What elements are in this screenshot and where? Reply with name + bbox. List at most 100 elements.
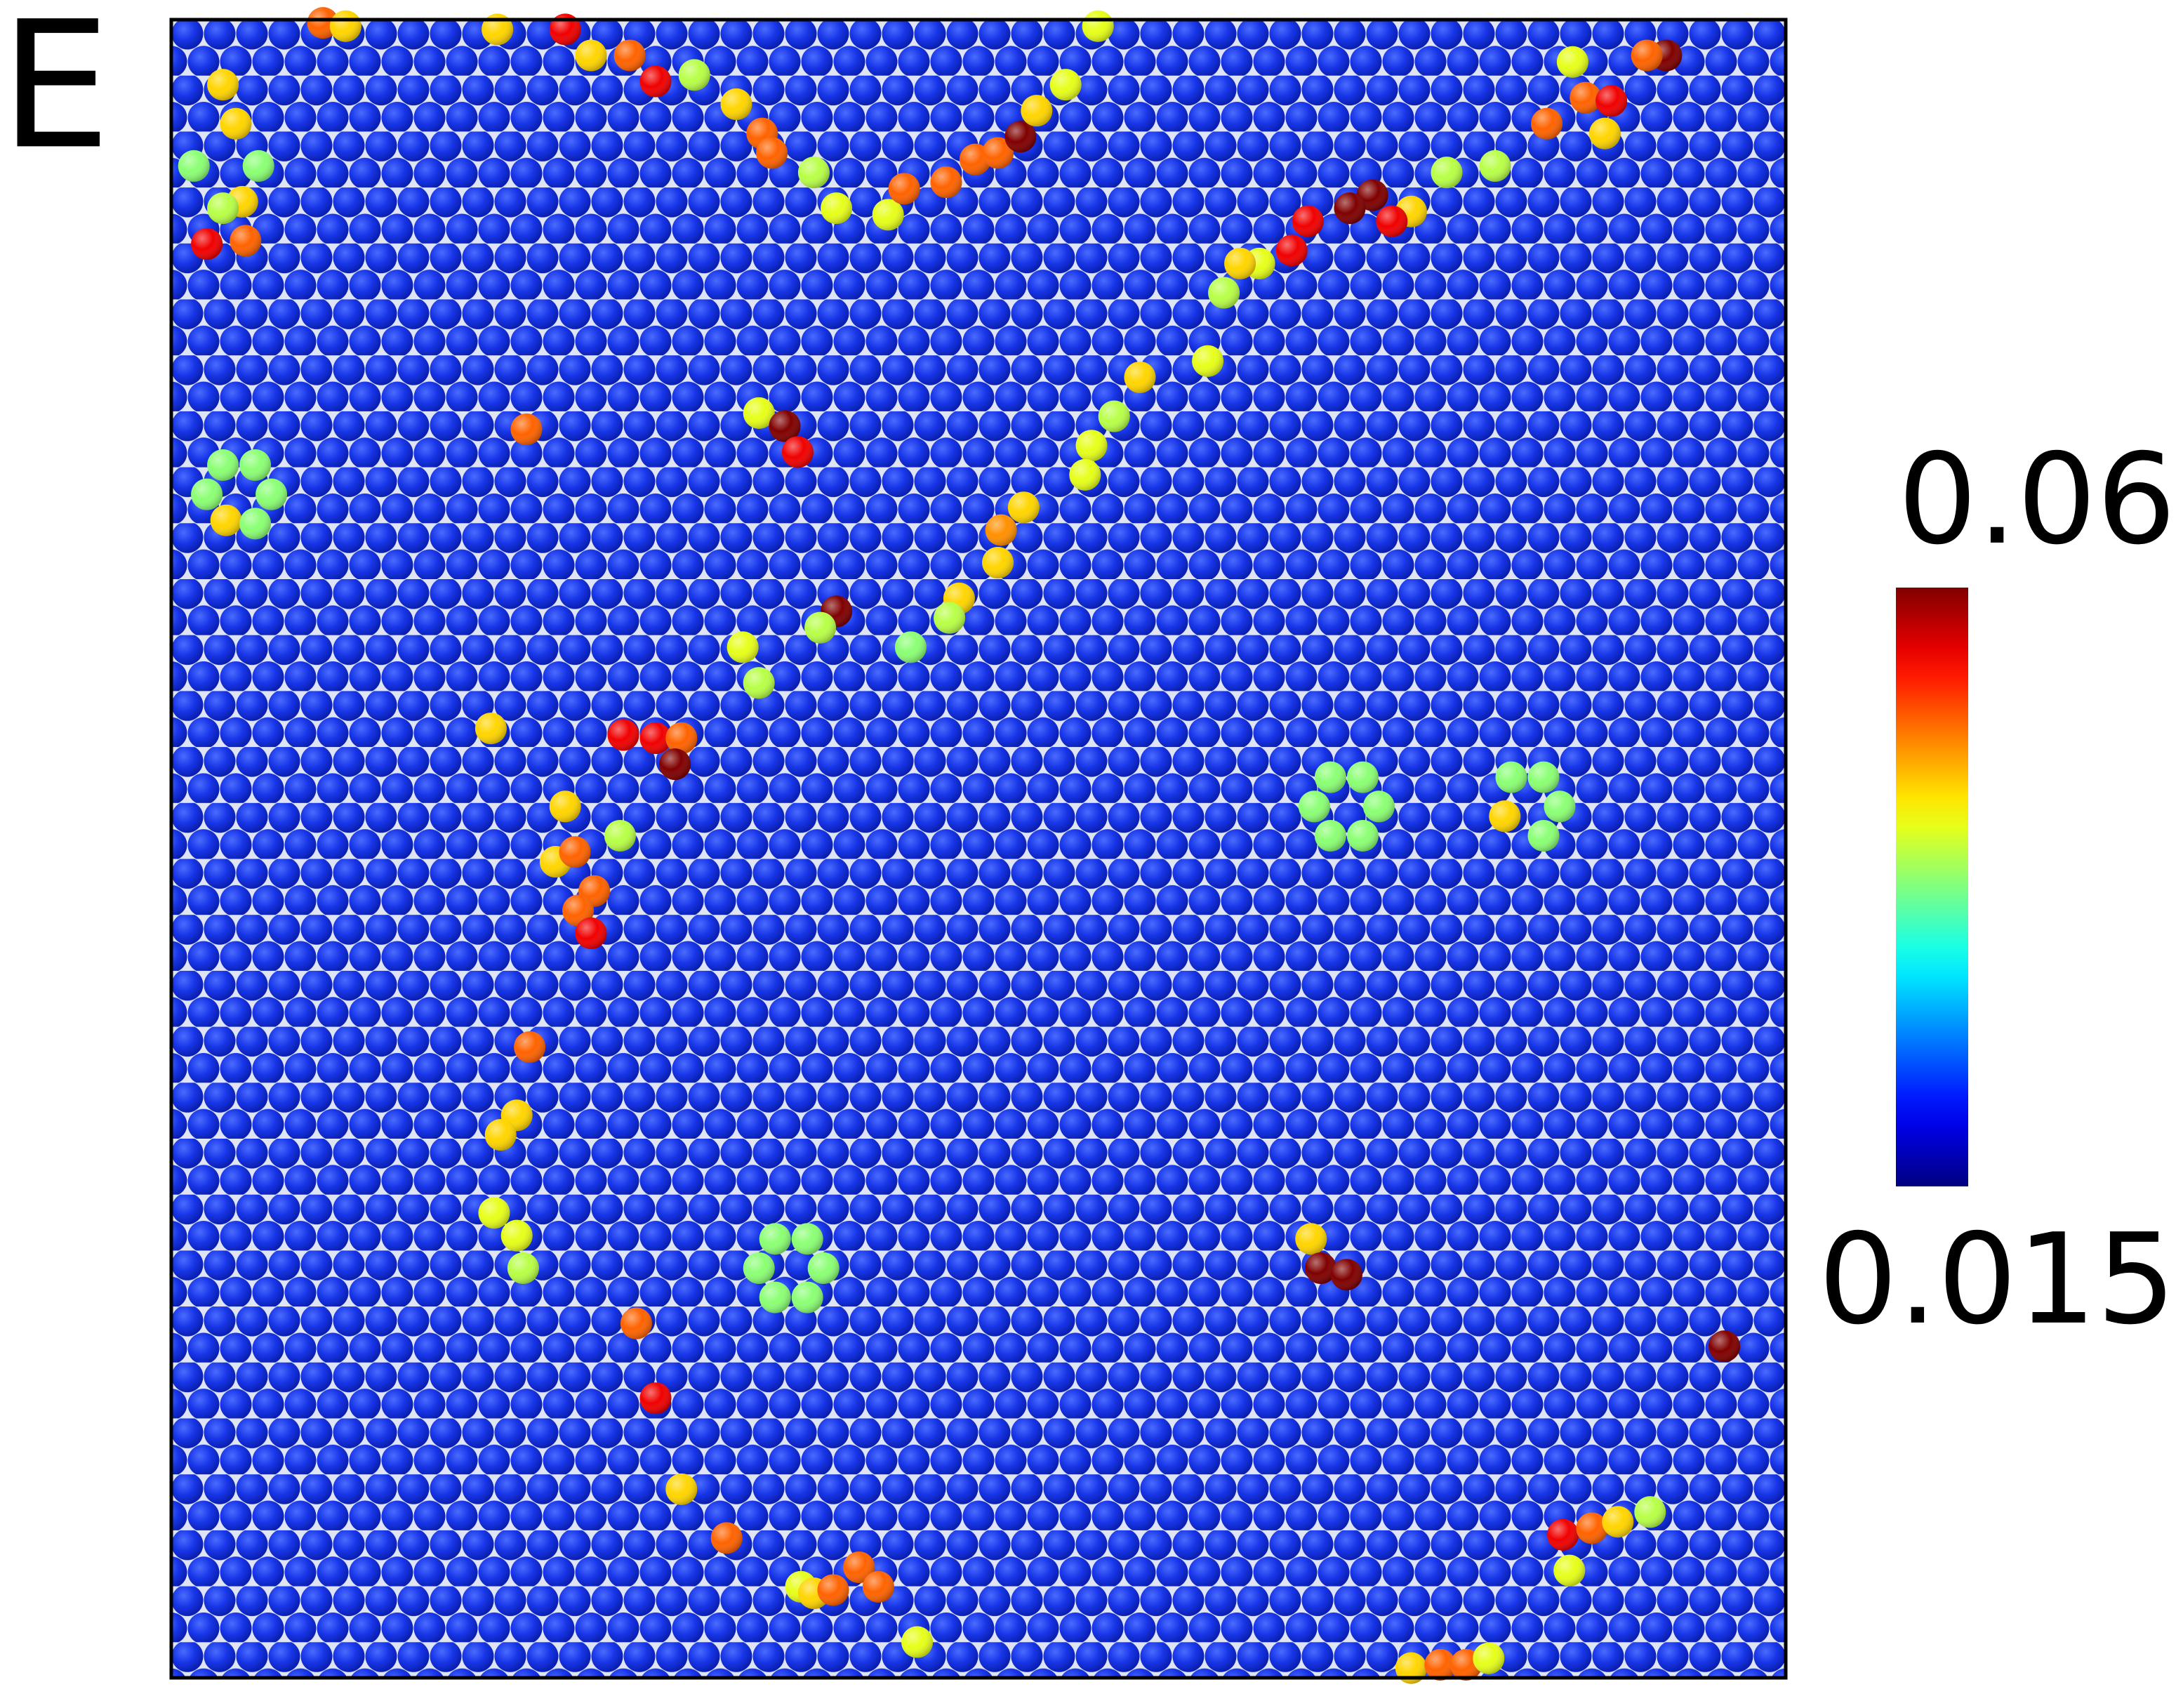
particle <box>1298 790 1330 823</box>
particle <box>500 1219 533 1252</box>
particle <box>1527 761 1560 793</box>
particle <box>1208 277 1240 309</box>
colorbar-tick-label: 0.06 <box>1898 427 2176 572</box>
particle <box>620 1307 652 1339</box>
particle <box>759 1281 791 1313</box>
particle <box>1376 205 1408 237</box>
particle <box>639 65 672 98</box>
particle <box>1330 1259 1362 1291</box>
particle <box>1547 1518 1579 1551</box>
particle <box>743 1252 775 1284</box>
particle <box>1431 157 1463 189</box>
particle <box>781 436 814 468</box>
particle <box>239 508 272 540</box>
particle <box>720 88 752 120</box>
particle <box>239 449 272 481</box>
particle <box>1489 800 1521 833</box>
particle <box>901 1626 934 1658</box>
particle <box>207 192 239 225</box>
particle <box>1021 95 1053 127</box>
particle <box>807 1252 840 1284</box>
particle <box>821 192 853 225</box>
particle <box>510 413 543 446</box>
particle <box>888 173 920 205</box>
particle <box>1314 819 1346 852</box>
particle <box>1275 234 1308 267</box>
particle <box>514 1031 546 1064</box>
particle <box>759 1223 791 1255</box>
particle <box>575 917 607 949</box>
particle <box>797 157 830 189</box>
particle <box>1495 761 1527 793</box>
particle <box>1192 345 1224 377</box>
particle <box>862 1570 894 1603</box>
particle <box>613 39 646 72</box>
particle <box>1708 1330 1741 1363</box>
particle <box>1082 10 1114 42</box>
panel-label: E <box>0 0 111 187</box>
particle <box>1473 1642 1505 1674</box>
particle <box>507 1252 539 1284</box>
particle <box>1602 1506 1634 1538</box>
particle <box>559 836 591 868</box>
particle <box>1314 761 1346 793</box>
particle <box>207 69 239 101</box>
particle <box>1069 458 1101 491</box>
particle <box>1224 247 1256 279</box>
particle <box>575 39 607 72</box>
particle <box>1334 192 1366 225</box>
particle <box>191 228 223 260</box>
particle <box>678 59 710 91</box>
particle <box>1588 117 1621 150</box>
particle <box>804 611 837 644</box>
particle <box>1531 107 1563 140</box>
particle <box>1075 430 1108 462</box>
particle <box>220 107 252 140</box>
particle <box>726 631 759 663</box>
particle <box>710 1522 743 1554</box>
particle <box>1292 205 1324 237</box>
particle <box>1362 790 1395 823</box>
particle <box>894 631 927 663</box>
particle-background <box>171 20 1786 1678</box>
particle <box>756 137 788 169</box>
frame <box>169 18 1788 1680</box>
particle <box>604 819 636 852</box>
particle <box>475 713 507 745</box>
particle <box>607 719 639 751</box>
particle <box>1098 400 1130 432</box>
particle <box>178 150 210 182</box>
particle <box>659 748 691 781</box>
particle <box>743 667 775 699</box>
colorbar: 0.015 0.06 <box>1818 427 2176 1352</box>
particle <box>1295 1223 1327 1255</box>
particle <box>1004 121 1037 153</box>
particle <box>1346 819 1379 852</box>
particle <box>791 1223 823 1255</box>
particle <box>665 1473 698 1505</box>
particle <box>1049 69 1082 101</box>
particle <box>1595 85 1628 117</box>
particle <box>210 504 242 536</box>
particle <box>1479 150 1511 182</box>
particle <box>982 546 1014 578</box>
particle <box>1634 1496 1666 1528</box>
particle <box>256 478 288 510</box>
particle <box>1527 819 1560 852</box>
particle <box>242 150 274 182</box>
particle <box>1346 761 1379 793</box>
particle <box>1631 39 1663 72</box>
particle <box>1556 46 1588 78</box>
particle <box>1544 790 1576 823</box>
particle <box>930 166 962 199</box>
particle <box>478 1197 510 1229</box>
particle <box>872 199 904 231</box>
colorbar-gradient <box>1896 588 1968 1186</box>
particle <box>484 1119 517 1151</box>
particle <box>191 478 223 510</box>
particle <box>934 602 966 634</box>
particle <box>549 790 581 823</box>
particle <box>230 225 262 257</box>
particle <box>207 449 239 481</box>
